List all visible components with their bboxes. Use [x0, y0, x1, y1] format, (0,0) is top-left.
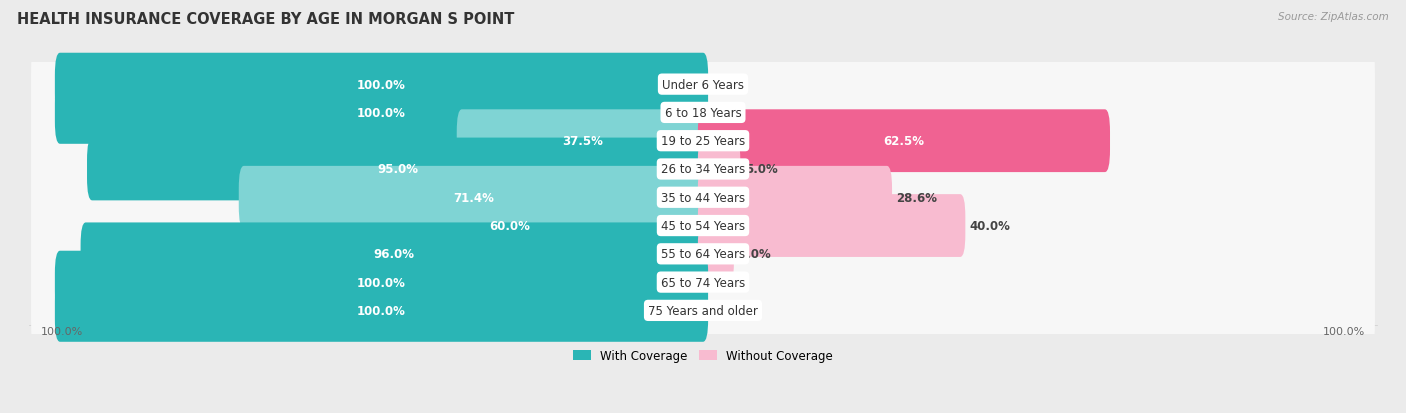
Text: 19 to 25 Years: 19 to 25 Years — [661, 135, 745, 148]
FancyBboxPatch shape — [697, 223, 734, 285]
Text: 4.0%: 4.0% — [738, 248, 770, 261]
Text: 5.0%: 5.0% — [745, 163, 778, 176]
FancyBboxPatch shape — [697, 166, 891, 229]
Text: 62.5%: 62.5% — [883, 135, 924, 148]
Text: 60.0%: 60.0% — [489, 220, 530, 233]
Text: 65 to 74 Years: 65 to 74 Years — [661, 276, 745, 289]
FancyBboxPatch shape — [697, 195, 966, 257]
FancyBboxPatch shape — [457, 110, 709, 173]
FancyBboxPatch shape — [31, 173, 1375, 279]
FancyBboxPatch shape — [31, 88, 1375, 195]
Text: 6 to 18 Years: 6 to 18 Years — [665, 107, 741, 120]
Text: Source: ZipAtlas.com: Source: ZipAtlas.com — [1278, 12, 1389, 22]
FancyBboxPatch shape — [55, 279, 709, 342]
Text: Under 6 Years: Under 6 Years — [662, 78, 744, 91]
FancyBboxPatch shape — [31, 201, 1375, 307]
FancyBboxPatch shape — [80, 223, 709, 285]
FancyBboxPatch shape — [312, 195, 709, 257]
Text: 71.4%: 71.4% — [453, 191, 494, 204]
Text: 100.0%: 100.0% — [357, 107, 406, 120]
FancyBboxPatch shape — [31, 32, 1375, 138]
FancyBboxPatch shape — [55, 82, 709, 145]
Text: 95.0%: 95.0% — [377, 163, 418, 176]
Text: 100.0%: 100.0% — [357, 276, 406, 289]
Text: 37.5%: 37.5% — [562, 135, 603, 148]
FancyBboxPatch shape — [697, 138, 741, 201]
Text: 55 to 64 Years: 55 to 64 Years — [661, 248, 745, 261]
Text: 75 Years and older: 75 Years and older — [648, 304, 758, 317]
Text: 100.0%: 100.0% — [1323, 326, 1365, 336]
FancyBboxPatch shape — [31, 258, 1375, 364]
FancyBboxPatch shape — [239, 166, 709, 229]
Text: 100.0%: 100.0% — [357, 304, 406, 317]
FancyBboxPatch shape — [31, 116, 1375, 223]
Text: 35 to 44 Years: 35 to 44 Years — [661, 191, 745, 204]
Text: 96.0%: 96.0% — [374, 248, 415, 261]
FancyBboxPatch shape — [87, 138, 709, 201]
Text: 45 to 54 Years: 45 to 54 Years — [661, 220, 745, 233]
Text: 28.6%: 28.6% — [897, 191, 938, 204]
Text: 100.0%: 100.0% — [41, 326, 83, 336]
Text: 100.0%: 100.0% — [357, 78, 406, 91]
Text: HEALTH INSURANCE COVERAGE BY AGE IN MORGAN S POINT: HEALTH INSURANCE COVERAGE BY AGE IN MORG… — [17, 12, 515, 27]
Text: 26 to 34 Years: 26 to 34 Years — [661, 163, 745, 176]
Text: 40.0%: 40.0% — [970, 220, 1011, 233]
FancyBboxPatch shape — [697, 110, 1109, 173]
FancyBboxPatch shape — [31, 60, 1375, 166]
FancyBboxPatch shape — [31, 145, 1375, 251]
FancyBboxPatch shape — [55, 251, 709, 314]
FancyBboxPatch shape — [55, 54, 709, 116]
FancyBboxPatch shape — [31, 229, 1375, 335]
Legend: With Coverage, Without Coverage: With Coverage, Without Coverage — [568, 344, 838, 367]
